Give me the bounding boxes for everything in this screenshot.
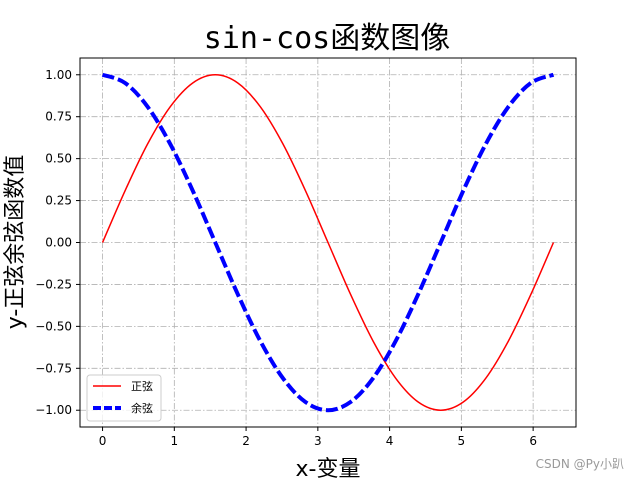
y-tick-label: −1.00 (35, 403, 72, 417)
y-axis-label: y-正弦余弦函数值 (3, 155, 28, 330)
cos-series-line (101, 72, 555, 413)
legend-label-sin: 正弦 (131, 379, 153, 393)
chart-title: sin-cos函数图像 (204, 21, 450, 56)
x-tick-label: 5 (458, 434, 466, 448)
legend-label-cos: 余弦 (131, 401, 153, 415)
watermark: CSDN @Py小趴 (536, 457, 624, 471)
sin-series-line (101, 74, 555, 411)
y-tick-label: −0.50 (35, 319, 72, 333)
y-tick-label: 0.75 (45, 110, 72, 124)
x-tick-label: 4 (386, 434, 394, 448)
y-tick-label: 0.00 (45, 236, 72, 250)
legend: 正弦 余弦 (86, 374, 162, 422)
x-tick-label: 6 (529, 434, 537, 448)
y-tick-label: −0.75 (35, 361, 72, 375)
x-tick-label: 2 (242, 434, 250, 448)
y-axis-ticks: 1.00 0.75 0.50 0.25 0.00 −0.25 −0.50 −0.75 −1.00 (35, 68, 80, 417)
y-tick-label: 0.50 (45, 152, 72, 166)
grid (80, 58, 576, 427)
x-axis-label: x-变量 (296, 457, 361, 480)
y-tick-label: −0.25 (35, 277, 72, 291)
x-tick-label: 1 (170, 434, 178, 448)
y-tick-label: 0.25 (45, 194, 72, 208)
x-axis-ticks: 0 1 2 3 4 5 6 (99, 427, 537, 448)
y-tick-label: 1.00 (45, 68, 72, 82)
x-tick-label: 0 (99, 434, 107, 448)
x-tick-label: 3 (314, 434, 322, 448)
series-lines (101, 72, 555, 413)
